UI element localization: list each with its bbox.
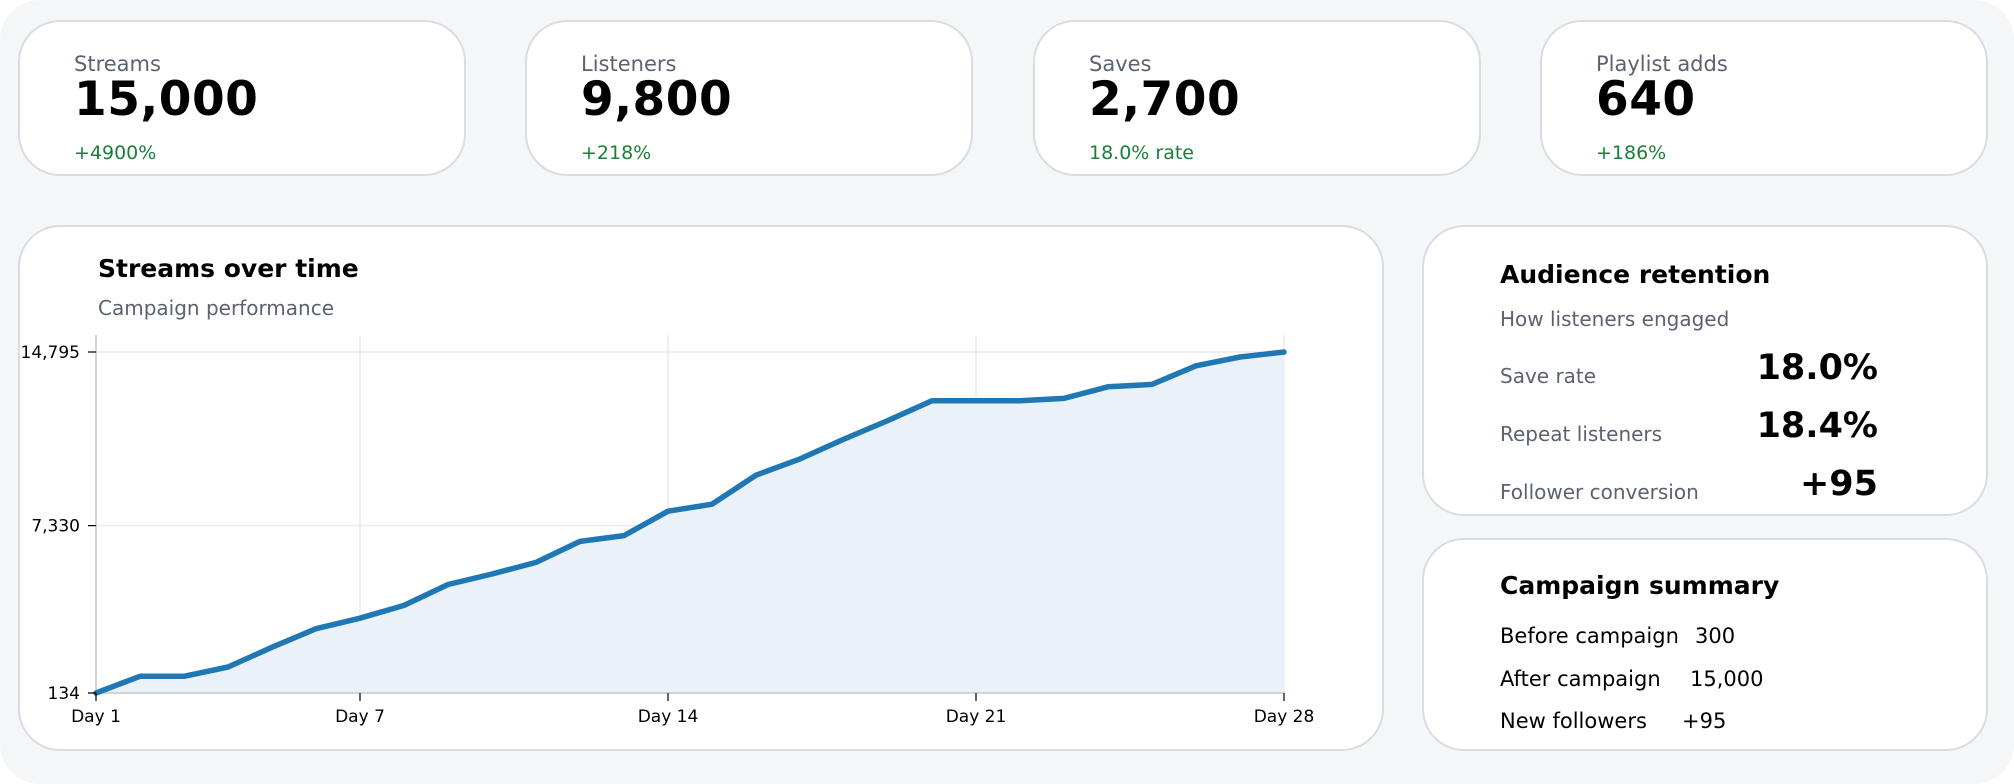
summary-label-before: Before campaign — [1500, 624, 1679, 648]
retention-value-save-rate: 18.0% — [1756, 348, 1878, 388]
kpi-value: 2,700 — [1089, 72, 1241, 127]
retention-subtitle: How listeners engaged — [1500, 307, 1730, 331]
retention-value-repeat-listeners: 18.4% — [1756, 406, 1878, 446]
summary-value-new-followers: +95 — [1682, 709, 1727, 733]
kpi-label: Listeners — [581, 52, 677, 76]
summary-value-after: 15,000 — [1690, 667, 1764, 691]
streams-chart-card: Streams over time Campaign performance — [18, 225, 1384, 751]
retention-title: Audience retention — [1500, 260, 1771, 289]
kpi-value: 640 — [1596, 72, 1696, 127]
summary-title: Campaign summary — [1500, 571, 1780, 600]
kpi-value: 9,800 — [581, 72, 733, 127]
kpi-label: Streams — [74, 52, 161, 76]
kpi-delta: +4900% — [74, 142, 157, 164]
kpi-card-streams: Streams 15,000 +4900% — [18, 20, 466, 176]
summary-value-before: 300 — [1695, 624, 1736, 648]
retention-value-follower-conversion: +95 — [1799, 464, 1878, 504]
retention-label-follower-conversion: Follower conversion — [1500, 480, 1699, 504]
audience-retention-card: Audience retention How listeners engaged… — [1422, 225, 1988, 516]
kpi-delta: 18.0% rate — [1089, 142, 1194, 164]
retention-label-repeat-listeners: Repeat listeners — [1500, 422, 1663, 446]
summary-label-after: After campaign — [1500, 667, 1661, 691]
kpi-card-playlist-adds: Playlist adds 640 +186% — [1540, 20, 1988, 176]
chart-subtitle: Campaign performance — [98, 296, 335, 320]
kpi-card-listeners: Listeners 9,800 +218% — [525, 20, 973, 176]
kpi-label: Saves — [1089, 52, 1152, 76]
chart-title: Streams over time — [98, 254, 359, 283]
retention-label-save-rate: Save rate — [1500, 364, 1597, 388]
kpi-value: 15,000 — [74, 72, 259, 127]
summary-label-new-followers: New followers — [1500, 709, 1647, 733]
kpi-delta: +186% — [1596, 142, 1667, 164]
kpi-card-saves: Saves 2,700 18.0% rate — [1033, 20, 1481, 176]
campaign-summary-card: Campaign summary Before campaign 300 Aft… — [1422, 538, 1988, 751]
kpi-delta: +218% — [581, 142, 652, 164]
kpi-label: Playlist adds — [1596, 52, 1728, 76]
